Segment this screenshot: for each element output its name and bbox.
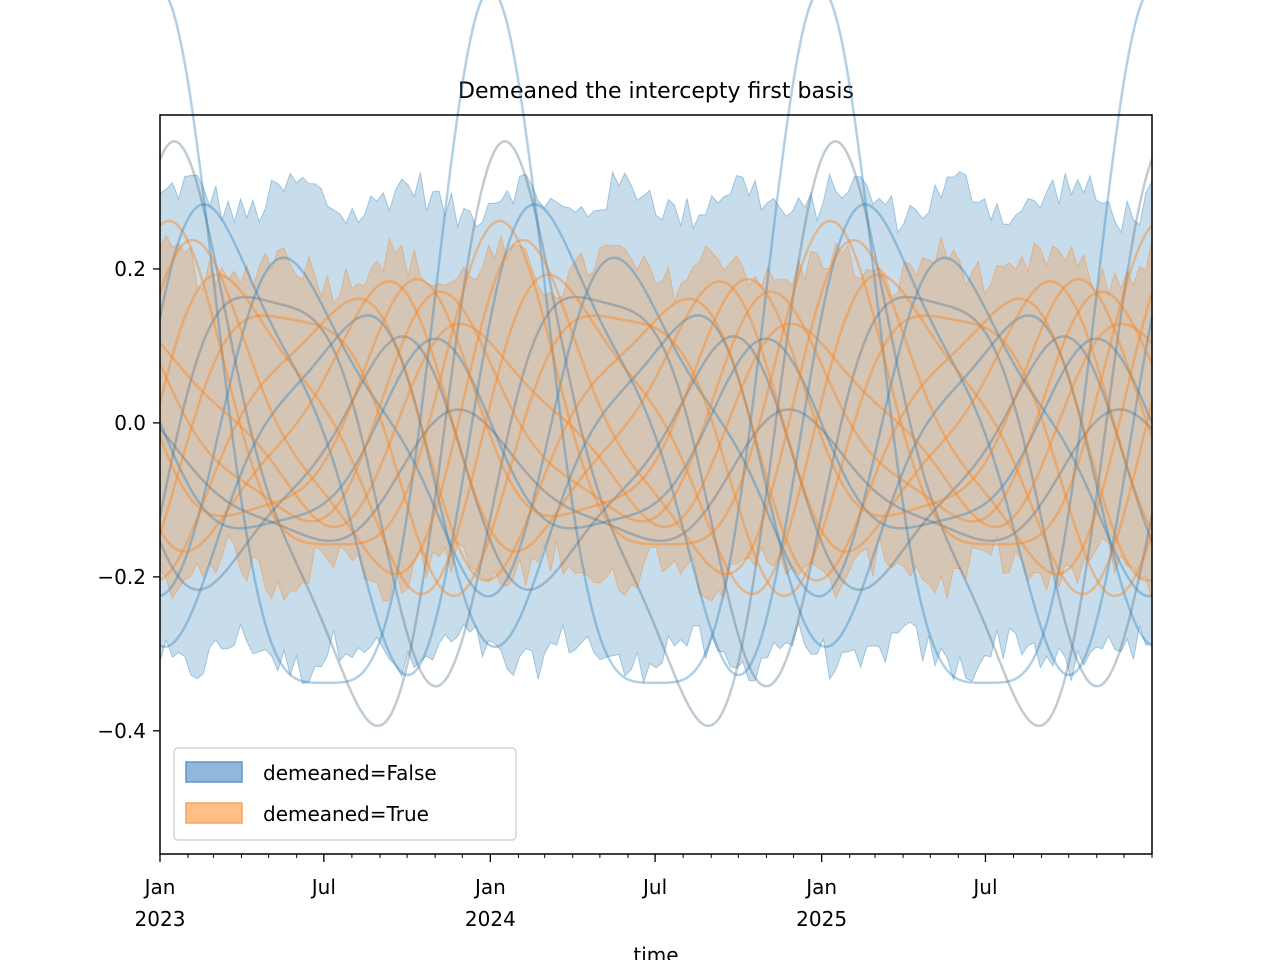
series-line-demeaned-true-0 xyxy=(159,219,1153,546)
series-line-demeaned-false-5 xyxy=(158,335,1154,591)
x-tick-label: Jan xyxy=(804,875,837,899)
legend: demeaned=False demeaned=True xyxy=(173,747,517,841)
legend-swatch-false xyxy=(185,761,243,783)
x-tick-year-label: 2023 xyxy=(135,907,186,931)
y-tick-label: 0.0 xyxy=(114,411,146,435)
legend-box xyxy=(173,747,517,841)
x-tick-year-label: 2024 xyxy=(465,907,516,931)
series-line-demeaned-true-4 xyxy=(159,297,1153,582)
axes-frame xyxy=(159,114,1153,855)
series-line-demeaned-true-7 xyxy=(158,290,1154,523)
x-tick-label: Jul xyxy=(641,875,667,899)
x-tick-label: Jul xyxy=(310,875,336,899)
series-line-demeaned-true-1 xyxy=(158,238,1154,576)
series-line-demeaned-false-6 xyxy=(158,337,1154,530)
series-line-demeaned-true-6 xyxy=(158,277,1154,518)
x-tick-year-label: 2025 xyxy=(796,907,847,931)
y-tick-label: 0.2 xyxy=(114,257,146,281)
legend-label-true: demeaned=True xyxy=(263,802,429,826)
y-axis: −0.4 −0.2 0.0 0.2 xyxy=(97,257,160,743)
series-line-demeaned-false-0 xyxy=(167,0,1145,684)
series-line-demeaned-false-1 xyxy=(158,140,1154,728)
y-tick-label: −0.2 xyxy=(97,565,146,589)
series-line-demeaned-false-7 xyxy=(159,408,1153,543)
legend-swatch-true xyxy=(185,802,243,824)
legend-label-false: demeaned=False xyxy=(263,761,437,785)
series-line-demeaned-false-3 xyxy=(158,295,1154,688)
series-line-demeaned-false-8 xyxy=(159,256,1153,598)
chart-title: Demeaned the intercepty first basis xyxy=(458,79,854,104)
x-axis-label: time xyxy=(633,943,678,960)
series-line-demeaned-true-8 xyxy=(159,322,1153,529)
series-line-demeaned-true-5 xyxy=(158,280,1154,553)
x-axis: Jan 2023 Jul Jan 2024 Jul Jan 2025 Jul xyxy=(135,854,1153,931)
series-line-demeaned-true-3 xyxy=(158,314,1154,598)
x-tick-label: Jan xyxy=(473,875,506,899)
series-line-demeaned-true-2 xyxy=(158,273,1154,596)
series-line-demeaned-false-4 xyxy=(159,314,1153,649)
plot-area xyxy=(158,0,1154,728)
x-tick-label: Jul xyxy=(971,875,997,899)
y-tick-label: −0.4 xyxy=(97,719,146,743)
x-tick-label: Jan xyxy=(143,875,176,899)
series-line-demeaned-false-2 xyxy=(158,203,1154,677)
